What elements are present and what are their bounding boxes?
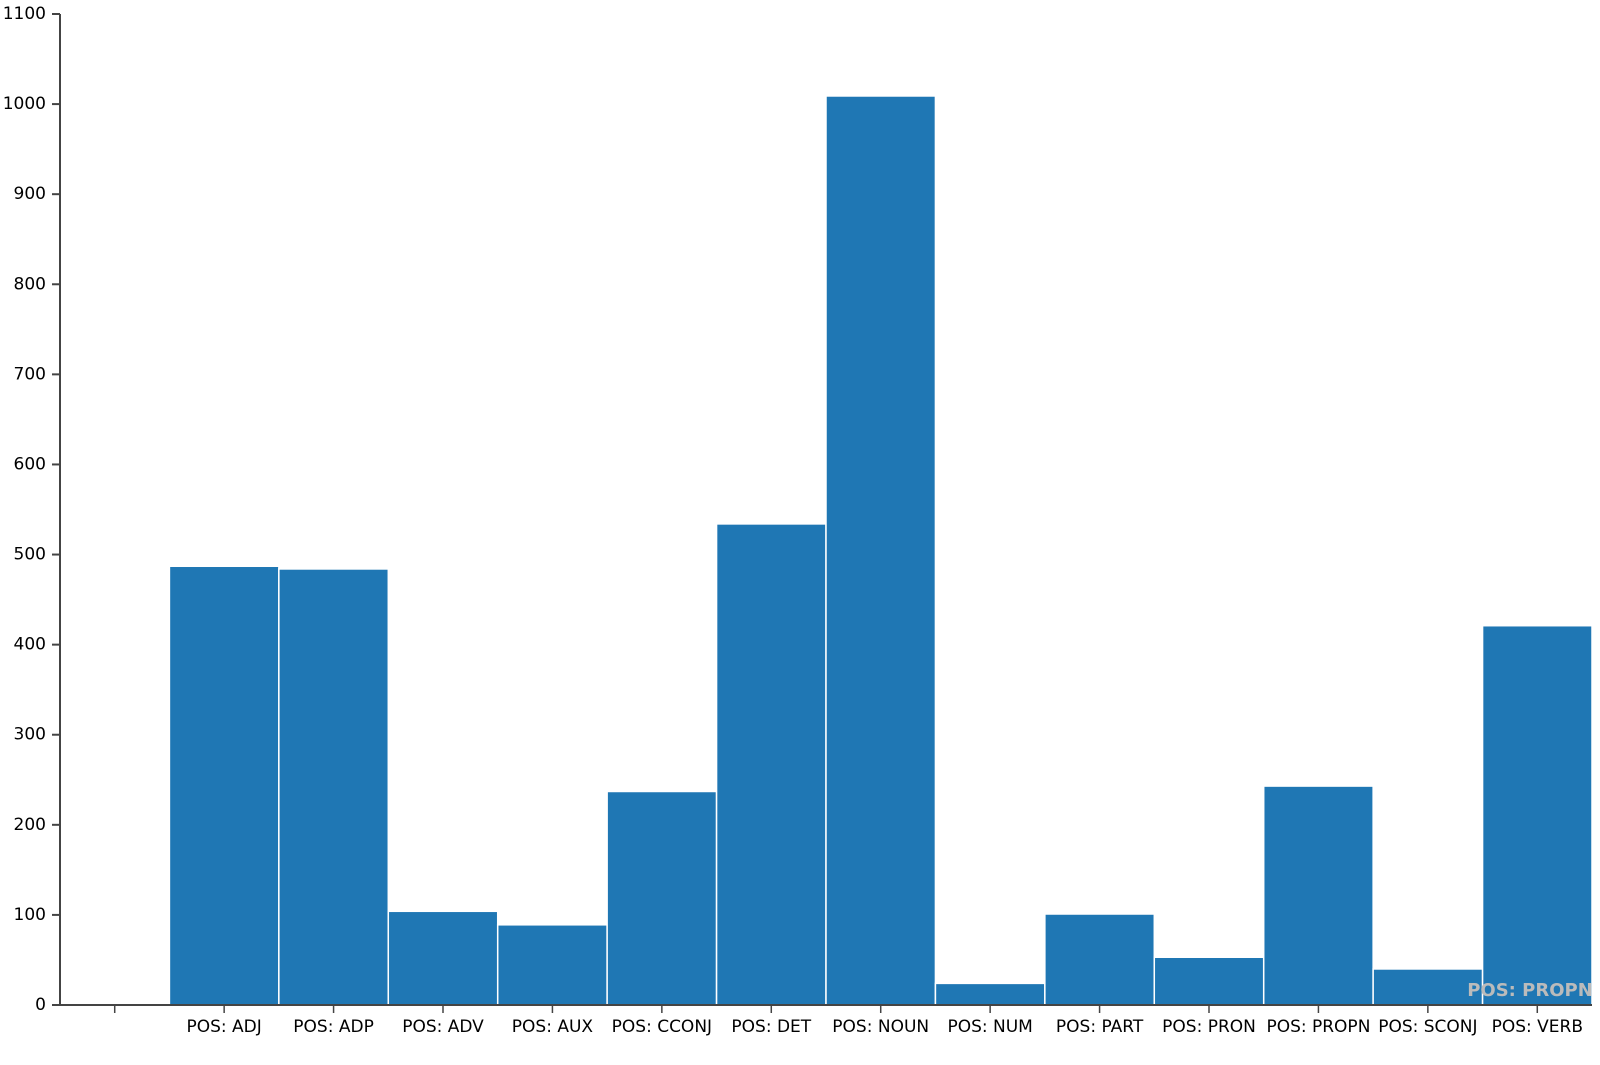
y-tick-label: 900 [14,184,46,204]
bar [715,523,827,1006]
bar [606,790,718,1006]
bar [825,95,937,1006]
y-tick-label: 100 [14,905,46,925]
bar [168,565,280,1006]
y-tick-label: 1000 [3,94,46,114]
y-tick-label: 800 [14,274,46,294]
x-tick-label: POS: DET [731,1017,811,1037]
x-tick-label: POS: PART [1056,1017,1144,1037]
x-tick-label: POS: PROPN [1266,1017,1370,1037]
x-tick-label: POS: ADJ [186,1017,261,1037]
bar [496,924,608,1006]
y-tick-label: 200 [14,815,46,835]
y-tick-label: 1100 [3,4,46,24]
x-tick-label: POS: VERB [1492,1017,1583,1037]
y-tick-label: 400 [14,635,46,655]
bar [1372,968,1484,1006]
y-tick-label: 300 [14,725,46,745]
bar [1262,785,1374,1006]
x-tick-label: POS: ADP [293,1017,374,1037]
y-tick-label: 500 [14,545,46,565]
x-tick-label: POS: ADV [402,1017,484,1037]
bar [1044,913,1156,1006]
x-tick-label: POS: AUX [512,1017,594,1037]
x-tick-label: POS: CCONJ [612,1017,712,1037]
bar [387,910,499,1006]
bar [1481,624,1593,1006]
x-tick-label: POS: NUM [947,1017,1032,1037]
y-tick-label: 600 [14,454,46,474]
y-tick-label: 700 [14,364,46,384]
bar [1153,956,1265,1006]
bar [278,568,390,1006]
bar [934,982,1046,1006]
x-tick-label: POS: PRON [1162,1017,1256,1037]
x-tick-label: POS: SCONJ [1378,1017,1477,1037]
x-tick-label: POS: NOUN [832,1017,929,1037]
annotation: POS: PROPN [1467,980,1593,1001]
y-tick-label: 0 [35,995,46,1015]
